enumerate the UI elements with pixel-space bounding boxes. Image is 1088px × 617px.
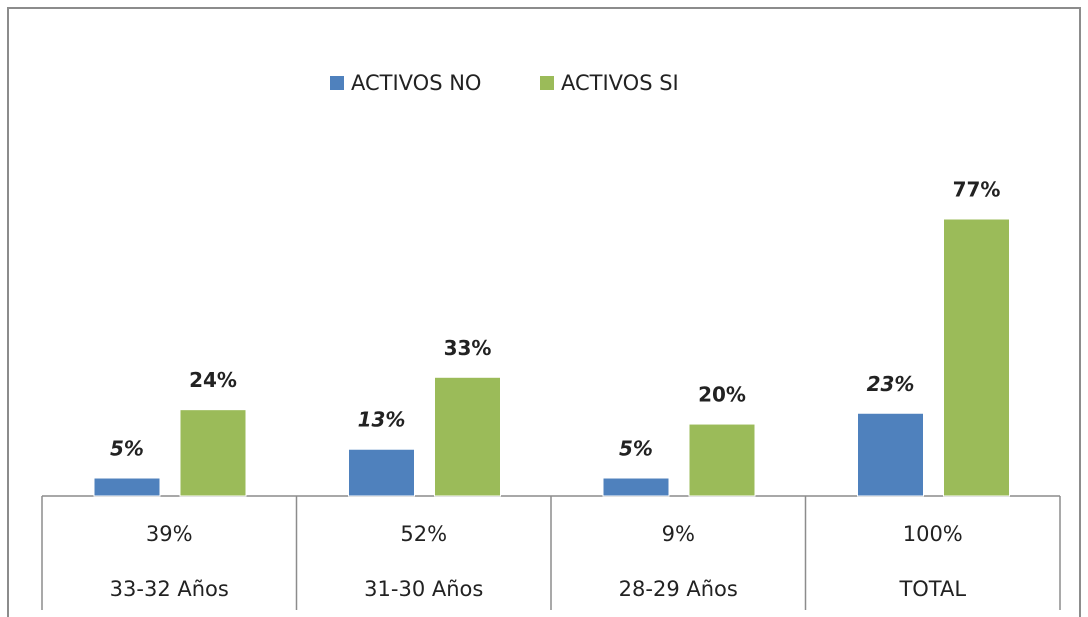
x-tick-label: TOTAL xyxy=(898,577,966,601)
legend-swatch xyxy=(540,76,554,90)
bar xyxy=(688,423,756,497)
data-label: 23% xyxy=(867,372,915,396)
x-tick-label: 31-30 Años xyxy=(364,577,483,601)
legend-label: ACTIVOS NO xyxy=(351,71,481,95)
x-tick-label: 28-29 Años xyxy=(619,577,738,601)
legend-label: ACTIVOS SI xyxy=(561,71,679,95)
category-share: 39% xyxy=(146,522,193,546)
bar xyxy=(434,376,501,497)
x-tick-label: 33-32 Años xyxy=(110,577,229,601)
bar xyxy=(179,409,247,497)
bar xyxy=(93,477,161,497)
category-share: 9% xyxy=(662,522,695,546)
data-label: 13% xyxy=(358,408,406,432)
data-label: 5% xyxy=(619,437,653,461)
data-label: 77% xyxy=(953,178,1001,202)
bar xyxy=(348,448,415,497)
data-label: 20% xyxy=(698,383,746,407)
data-label: 33% xyxy=(444,336,492,360)
category-share: 100% xyxy=(903,522,963,546)
category-share: 52% xyxy=(400,522,447,546)
legend-swatch xyxy=(330,76,344,90)
data-label: 5% xyxy=(110,437,144,461)
chart-border xyxy=(7,7,1081,617)
bar xyxy=(857,412,924,497)
bar xyxy=(602,477,670,497)
data-label: 24% xyxy=(189,368,237,392)
bar xyxy=(943,218,1010,497)
